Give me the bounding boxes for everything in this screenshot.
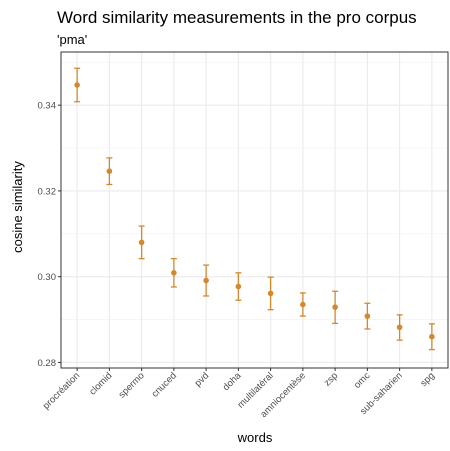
x-axis: procréation clomid spermo cnuced pvd dohamult…: [41, 368, 437, 420]
x-tick-label: spermo: [117, 370, 147, 400]
data-point: [235, 283, 242, 290]
x-tick-label: spg: [418, 370, 437, 389]
x-tick-label: clomid: [87, 370, 114, 397]
data-point: [171, 270, 177, 276]
x-axis-title: words: [237, 430, 273, 445]
data-point: [429, 333, 435, 340]
x-tick-label: procréation: [41, 370, 82, 411]
y-tick-label: 0.30: [38, 272, 57, 283]
grid-minor: [61, 61, 448, 320]
data-point: [364, 313, 371, 319]
x-tick-label: doha: [221, 370, 244, 393]
x-tick-label: zsp: [322, 370, 340, 388]
chart-title: Word similarity measurements in the pro …: [57, 8, 417, 27]
y-tick-label: 0.34: [38, 101, 57, 112]
data-point: [267, 290, 274, 297]
x-tick-label: omc: [352, 370, 373, 391]
data-marks: [74, 67, 435, 351]
data-point: [396, 324, 403, 331]
data-point: [74, 82, 80, 88]
y-axis-title: cosine similarity: [10, 161, 25, 253]
data-point: [106, 168, 113, 174]
grid-major: [61, 52, 448, 368]
x-tick-label: pvd: [193, 370, 212, 389]
y-tick-label: 0.32: [38, 186, 57, 197]
chart-subtitle: 'pma': [57, 32, 87, 47]
data-point: [300, 301, 306, 308]
panel-border: [60, 51, 449, 369]
data-point: [332, 304, 338, 310]
y-axis: 0.28 0.30 0.32 0.34: [38, 101, 61, 369]
data-point: [138, 239, 145, 246]
data-point: [203, 277, 209, 284]
y-tick-label: 0.28: [38, 358, 57, 369]
x-tick-label: cnuced: [150, 370, 179, 399]
